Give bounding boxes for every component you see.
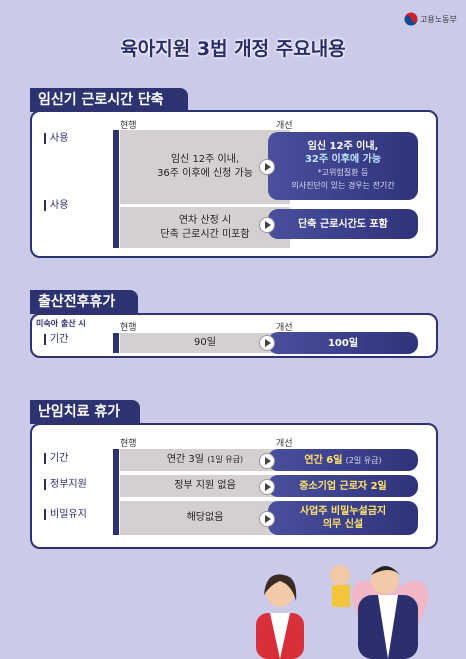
row-label: 사용 (44, 200, 68, 211)
note: 의사진단이 있는 경우는 전기간 (291, 181, 395, 190)
divider (113, 333, 119, 353)
text: 연간 6일 (304, 454, 343, 466)
arrow-icon (259, 335, 275, 351)
divider (113, 130, 119, 248)
arrow-icon (259, 453, 275, 469)
section-title: 난임치료 휴가 (30, 400, 140, 424)
section-title: 출산전후휴가 (30, 290, 138, 314)
text: 임신 12주 이내, (307, 141, 379, 152)
title: 육아지원 3법 개정 주요내용 (120, 38, 346, 60)
column-header: 현행 (120, 439, 137, 449)
text: 해당없음 (186, 512, 224, 523)
logo-emblem (404, 12, 418, 26)
improved-cell: 연간 6일 (2일 유급) (268, 449, 418, 471)
divider (113, 449, 119, 535)
improved-cell: 중소기업 근로자 2일 (268, 475, 418, 497)
text: 단축 근로시간 미포함 (160, 228, 250, 240)
current-cell: 해당없음 (120, 501, 290, 535)
column-header: 개선 (276, 121, 293, 131)
text: (1일 유급) (207, 455, 244, 464)
row-label-top: 미숙아 출산 시 (36, 319, 86, 328)
text: 임신 12주 이내, (170, 154, 240, 165)
text: 연차 산정 시 (178, 214, 232, 226)
text: 90일 (194, 337, 216, 348)
arrow-icon (259, 511, 275, 527)
column-header: 개선 (276, 323, 293, 333)
column-header: 현행 (120, 323, 137, 333)
improved-cell: 100일 (268, 332, 418, 354)
current-cell: 90일 (120, 333, 290, 353)
text: 의무 신설 (322, 519, 364, 530)
row-label: 기간 (44, 453, 68, 464)
row-label: 기간 (44, 334, 68, 345)
text: 중소기업 근로자 2일 (299, 480, 387, 492)
text: 단축 근로시간도 포함 (298, 218, 388, 230)
improved-cell: 단축 근로시간도 포함 (268, 209, 418, 239)
arrow-icon (259, 217, 275, 233)
logo-text: 고용노동부 (420, 15, 457, 24)
row-label: 사용 (44, 133, 68, 144)
text: 정부 지원 없음 (174, 480, 236, 491)
column-header: 개선 (276, 439, 293, 449)
text: 100일 (327, 337, 359, 349)
family-illustration (256, 565, 428, 659)
text: 32주 이후에 가능 (304, 154, 382, 165)
arrow-icon (259, 159, 275, 175)
current-cell: 연간 3일 (1일 유급) (120, 449, 290, 471)
text: (2일 유급) (345, 455, 382, 465)
text: 36주 이후에 신청 가능 (157, 168, 253, 179)
column-header: 현행 (120, 121, 137, 131)
section-title: 임신기 근로시간 단축 (30, 88, 188, 112)
text: 연간 3일 (166, 454, 204, 465)
note: *고위험질환 등 (317, 168, 369, 177)
row-label: 비밀유지 (44, 509, 87, 520)
arrow-icon (259, 479, 275, 495)
row-label: 정부지원 (44, 479, 87, 490)
current-cell: 정부 지원 없음 (120, 475, 290, 497)
text: 사업주 비밀누설금지 (299, 506, 387, 517)
